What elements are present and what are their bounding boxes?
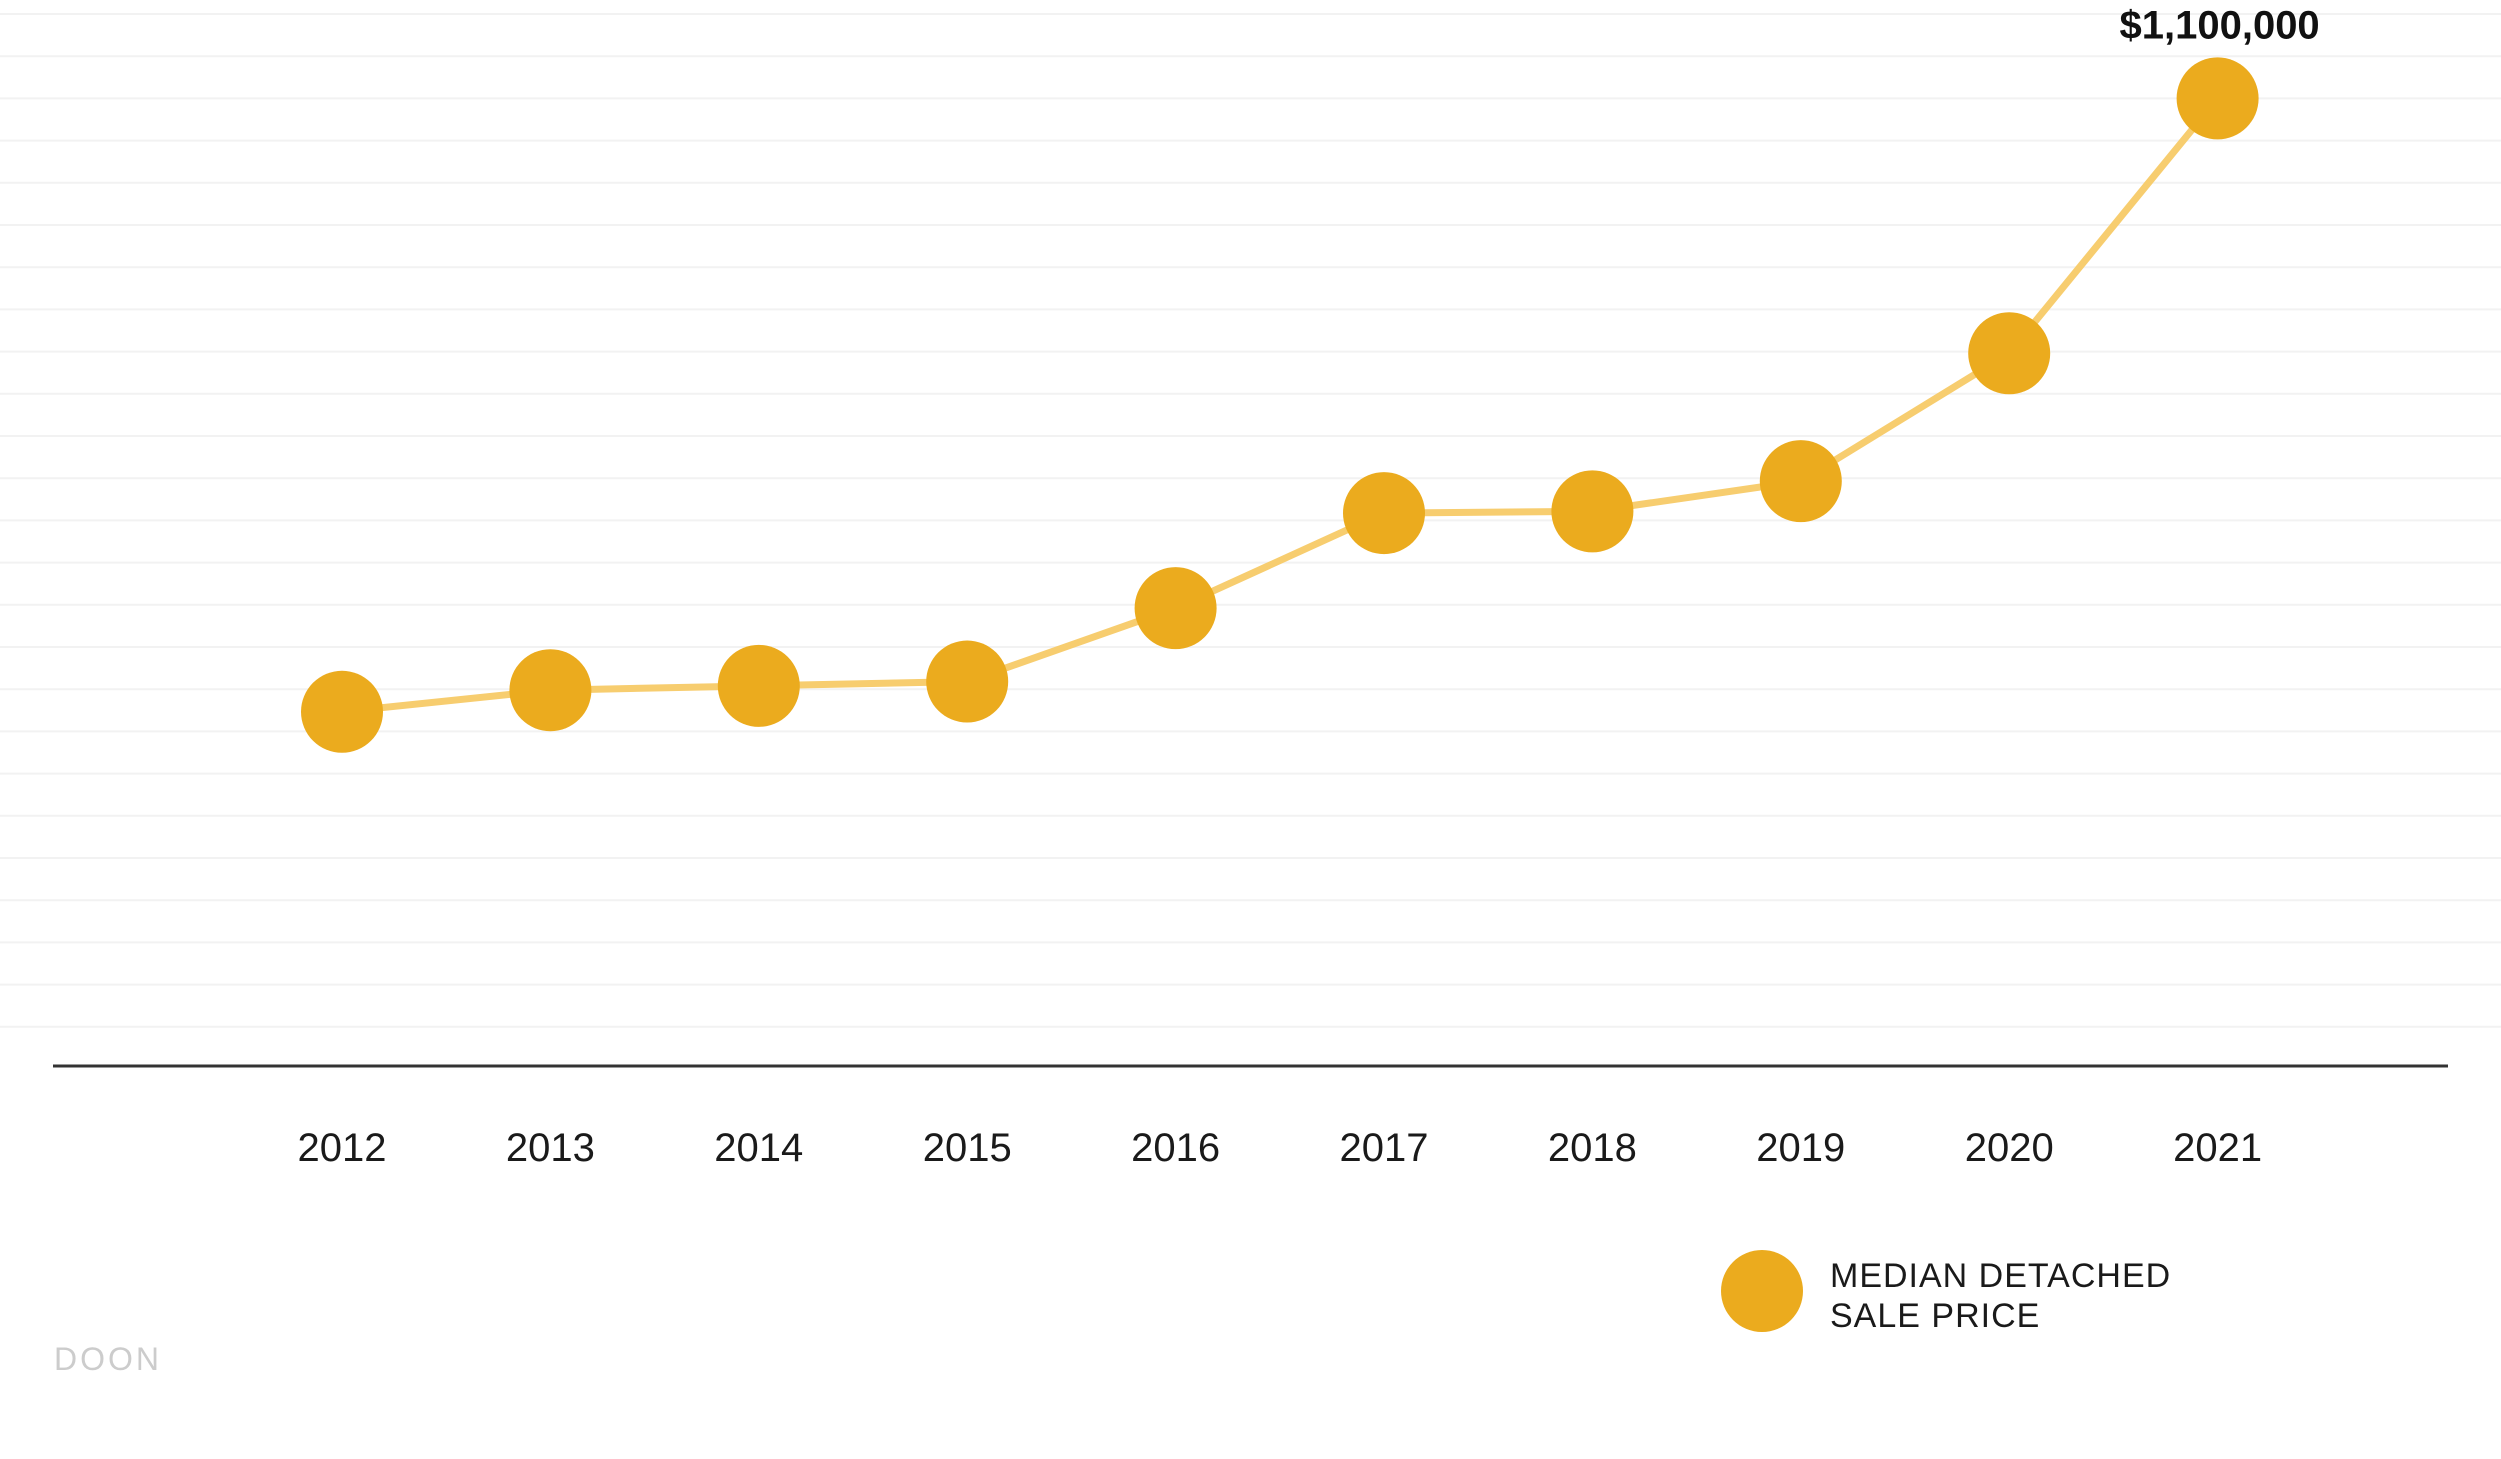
series-line	[338, 94, 2222, 716]
data-point-marker	[926, 640, 1009, 723]
x-tick-labels: 2012 2013 2014 2015 2016 2017 2018 2019 2020 2021	[298, 1126, 2263, 1170]
data-point-marker	[717, 644, 800, 727]
brand-watermark: DOON	[54, 1341, 162, 1377]
x-tick-label: 2017	[1340, 1126, 1429, 1170]
data-point-marker	[1551, 470, 1634, 553]
data-point-marker	[301, 670, 383, 753]
data-points	[301, 57, 2259, 753]
data-point-marker	[509, 649, 592, 732]
legend-label-line-1: MEDIAN DETACHED	[1830, 1257, 2171, 1295]
x-tick-label: 2019	[1756, 1126, 1845, 1170]
data-point-marker	[1343, 472, 1425, 555]
x-tick-label: 2016	[1131, 1126, 1220, 1170]
legend-marker	[1721, 1250, 1803, 1332]
legend-label-line-2: SALE PRICE	[1830, 1297, 2040, 1335]
value-annotation: $1,100,000	[2119, 3, 2319, 47]
gridlines	[0, 13, 2501, 1028]
x-tick-label: 2020	[1965, 1126, 2054, 1170]
data-point-marker	[2176, 57, 2259, 140]
data-point-marker	[1759, 440, 1842, 523]
legend: MEDIAN DETACHED SALE PRICE	[1721, 1250, 2171, 1335]
x-tick-label: 2012	[298, 1126, 387, 1170]
x-tick-label: 2021	[2173, 1126, 2262, 1170]
x-tick-label: 2018	[1548, 1126, 1637, 1170]
data-point-marker	[1134, 567, 1217, 650]
x-tick-label: 2014	[714, 1126, 803, 1170]
x-tick-label: 2015	[923, 1126, 1012, 1170]
x-tick-label: 2013	[506, 1126, 595, 1170]
data-point-marker	[1968, 312, 2051, 395]
